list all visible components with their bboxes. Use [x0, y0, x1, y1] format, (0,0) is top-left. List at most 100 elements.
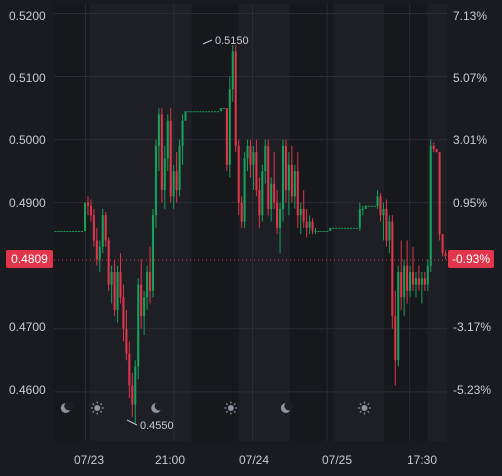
candle [429, 139, 432, 273]
candle-body [222, 108, 225, 110]
candle [199, 111, 202, 113]
candle-body [379, 196, 382, 216]
candle-body [281, 145, 285, 209]
candle-body [216, 111, 220, 113]
candle-body [355, 227, 358, 229]
candle [364, 205, 367, 209]
candle-body [394, 316, 397, 361]
candle-body [75, 231, 78, 233]
candle [438, 152, 441, 241]
candle-body [243, 158, 246, 222]
candle-body [332, 227, 335, 229]
candle [131, 372, 134, 418]
candle [349, 227, 353, 229]
candle [432, 142, 435, 153]
candle [249, 139, 252, 178]
candle [219, 108, 222, 112]
candle-body [296, 171, 299, 216]
candle-body [423, 278, 426, 285]
candle [323, 231, 326, 233]
candle [355, 227, 358, 229]
candle-body [326, 231, 329, 233]
candle-body [400, 272, 403, 298]
candle [411, 246, 415, 291]
candle [146, 265, 149, 310]
candle [341, 227, 344, 229]
candle-body [320, 231, 323, 233]
sun-icon [357, 401, 371, 415]
candle-body [146, 272, 149, 298]
candle-body [370, 205, 373, 207]
candle [60, 231, 63, 233]
candle [270, 177, 273, 222]
candle-body [299, 208, 302, 216]
candle-body [95, 240, 98, 260]
candle [370, 205, 373, 207]
left-tick-label: 0.5200 [9, 9, 46, 23]
candle-body [128, 353, 131, 386]
candle-body [214, 111, 217, 113]
candle-body [376, 196, 379, 206]
candle [119, 253, 122, 304]
session-band [289, 4, 334, 441]
candle-body [420, 278, 423, 285]
right-tick-label: -5.23% [453, 383, 491, 397]
candle-body [317, 231, 320, 233]
candle-body [344, 227, 347, 229]
candle-body [160, 114, 163, 191]
low-annotation: 0.4550 [126, 419, 174, 432]
candle [332, 227, 335, 229]
candle-body [134, 366, 137, 405]
candle-body [202, 111, 205, 113]
moon-icon [280, 401, 294, 413]
candle-body [110, 272, 113, 285]
candle [243, 152, 246, 228]
candle-body [361, 208, 364, 210]
candle [140, 259, 143, 329]
candle [101, 208, 104, 254]
candle-body [187, 111, 190, 113]
candle-body [382, 208, 385, 216]
candle [86, 196, 90, 216]
candle-body [193, 111, 196, 113]
candle-body [151, 215, 155, 291]
candle [276, 190, 279, 235]
candle [172, 164, 175, 209]
candle-body [211, 111, 214, 113]
right-tick-label: 7.13% [453, 9, 487, 23]
candle [137, 278, 140, 380]
candle-body [228, 89, 231, 165]
candle-body [397, 272, 400, 361]
candle-body [311, 221, 314, 232]
candle-body [54, 231, 57, 233]
candle-body [69, 231, 72, 233]
candle-body [308, 221, 311, 228]
candle [394, 290, 397, 386]
low-annotation-label: 0.4550 [140, 420, 174, 432]
candle [420, 272, 423, 304]
candle [299, 202, 302, 235]
candle [352, 227, 355, 229]
candle [187, 111, 190, 113]
candle-body [101, 215, 104, 247]
candle [385, 199, 388, 247]
x-tick-label: 07/23 [74, 453, 104, 467]
current-price-label: 0.4809 [11, 252, 48, 266]
candle-body [225, 108, 228, 165]
candle-body [252, 152, 255, 165]
candle [214, 111, 217, 113]
candle-body [367, 205, 370, 207]
candle-body [163, 158, 166, 191]
candle [196, 111, 199, 113]
candle-body [205, 111, 208, 113]
candle [317, 231, 320, 233]
candle [128, 341, 131, 399]
candle-body [314, 231, 317, 233]
moon-icon [151, 401, 164, 413]
candle-body [125, 328, 128, 354]
right-tick-label: 3.01% [453, 133, 487, 147]
candle-body [417, 278, 420, 285]
current-price-marker-right: -0.93% [448, 250, 494, 268]
candle [175, 152, 178, 203]
